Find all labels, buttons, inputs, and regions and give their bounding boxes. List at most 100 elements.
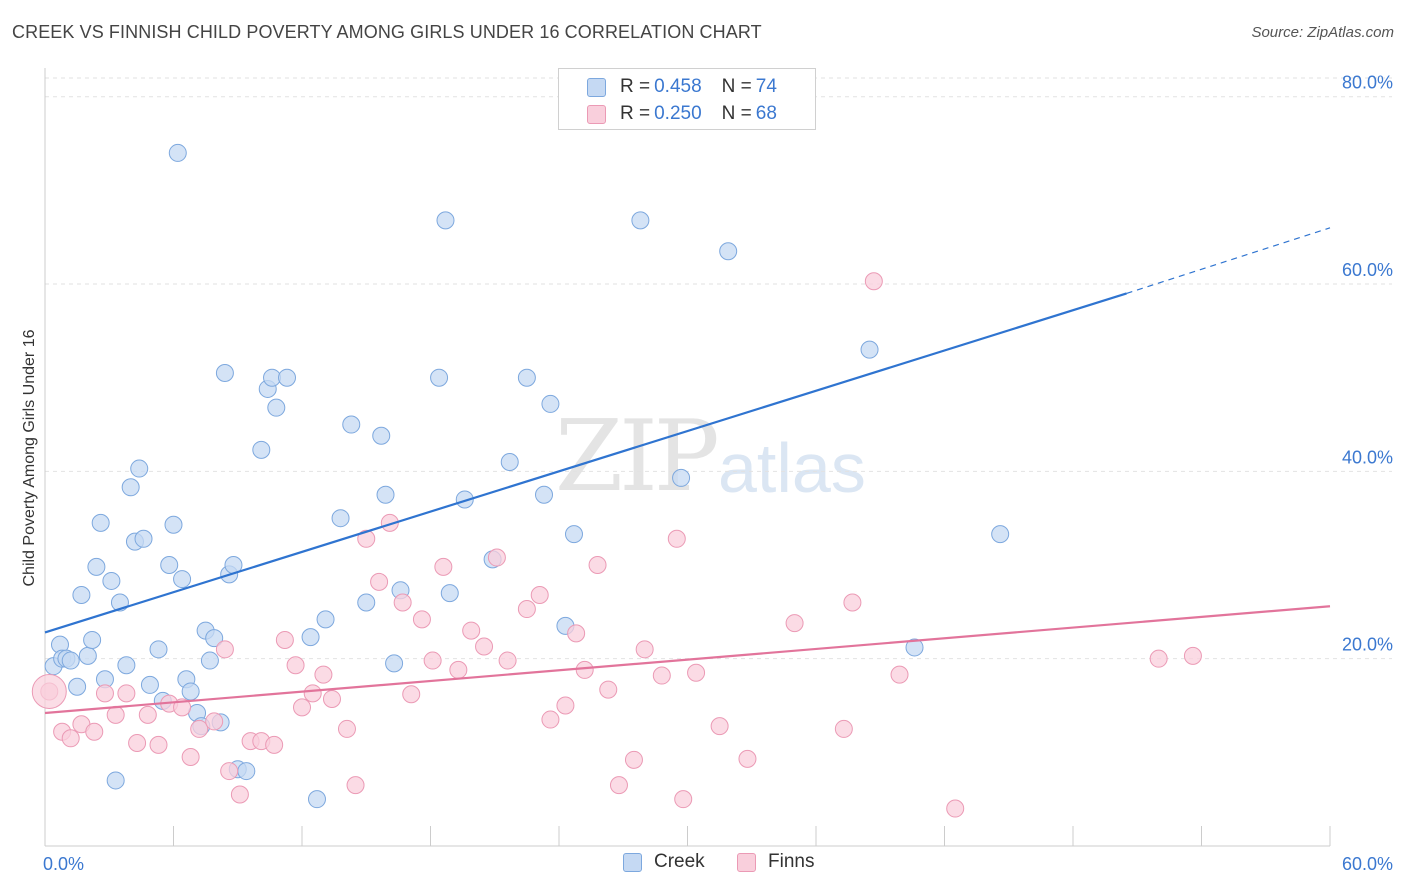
finns-point: [173, 698, 192, 717]
finns-point: [402, 685, 421, 704]
finns-point: [149, 735, 168, 754]
creek-point: [500, 453, 519, 471]
finns-point: [475, 637, 494, 656]
finns-swatch: [587, 104, 606, 124]
creek-point: [130, 459, 149, 478]
finns-point: [609, 776, 628, 795]
creek-r-value: 0.458: [654, 76, 702, 97]
finns-point: [106, 705, 125, 724]
legend-finns-label: Finns: [768, 851, 815, 872]
finns-point: [843, 593, 862, 612]
finns-point: [357, 529, 376, 548]
y-tick-label: 20.0%: [1342, 635, 1393, 655]
finns-r-value: 0.250: [654, 103, 702, 124]
creek-point: [331, 509, 350, 528]
creek-point: [87, 557, 106, 576]
finns-point: [834, 719, 853, 738]
finns-point: [785, 614, 804, 633]
creek-point: [181, 682, 200, 701]
creek-point: [357, 593, 376, 612]
finns-point: [864, 272, 883, 291]
creek-point: [91, 513, 110, 532]
source-label: Source: ZipAtlas.com: [1251, 24, 1394, 41]
creek-point: [68, 677, 87, 696]
y-tick-label: 40.0%: [1342, 447, 1393, 467]
creek-point: [61, 651, 80, 670]
creek-point: [263, 368, 282, 387]
creek-point: [160, 556, 179, 575]
finns-point: [293, 698, 311, 717]
finns-point: [946, 799, 965, 818]
x-tick-label: 0.0%: [43, 854, 84, 874]
finns-point: [462, 621, 481, 640]
creek-point: [631, 211, 650, 230]
creek-point: [215, 364, 234, 383]
creek-point: [168, 143, 187, 162]
creek-point: [719, 242, 738, 261]
finns-trend-line: [44, 605, 1331, 715]
finns-point: [337, 719, 356, 738]
finns-point: [393, 593, 412, 612]
creek-point: [517, 368, 536, 387]
finns-point: [667, 529, 686, 548]
creek-point: [72, 585, 91, 604]
stats-legend-box: R = 0.458 N = 74 R = 0.250 N = 68: [558, 68, 816, 130]
finns-point: [128, 733, 147, 752]
creek-point: [385, 654, 404, 673]
finns-point: [624, 750, 643, 769]
finns-point: [517, 600, 536, 619]
creek-point: [200, 651, 219, 670]
creek-point: [278, 368, 297, 387]
finns-point: [303, 684, 322, 703]
finns-point: [117, 684, 136, 703]
legend-finns-swatch: [737, 852, 756, 872]
creek-point: [252, 440, 271, 459]
finns-point: [265, 735, 284, 754]
finns-point: [275, 630, 294, 649]
finns-point: [370, 572, 389, 591]
finns-point: [322, 689, 341, 708]
chart-title: CREEK VS FINNISH CHILD POVERTY AMONG GIR…: [12, 22, 762, 42]
finns-point: [230, 785, 249, 804]
creek-point: [440, 584, 459, 603]
creek-point: [564, 525, 583, 544]
creek-n-label: N =: [721, 76, 752, 97]
finns-point: [314, 665, 333, 684]
creek-point: [134, 529, 153, 548]
y-tick-label: 80.0%: [1342, 73, 1393, 93]
finns-point: [190, 719, 209, 738]
creek-point: [860, 340, 879, 359]
legend-item-creek[interactable]: Creek: [623, 851, 705, 873]
creek-trend-extension: [1126, 227, 1331, 294]
finns-point: [215, 640, 234, 659]
creek-n-value: 74: [755, 76, 777, 97]
watermark-zip: ZIP: [555, 400, 720, 514]
creek-point: [149, 640, 168, 659]
creek-swatch: [587, 77, 606, 97]
finns-point: [85, 722, 104, 741]
legend-creek-swatch: [623, 852, 642, 872]
finns-point: [599, 680, 618, 699]
creek-point: [140, 675, 159, 694]
y-tick-label: 60.0%: [1342, 260, 1393, 280]
creek-point: [307, 790, 326, 809]
creek-point: [301, 628, 320, 647]
watermark-atlas: atlas: [718, 429, 866, 507]
finns-point: [380, 513, 399, 532]
creek-point: [905, 638, 924, 657]
creek-point: [455, 490, 474, 509]
creek-r-label: R =: [620, 76, 651, 97]
finns-point: [556, 696, 575, 715]
legend-item-finns[interactable]: Finns: [737, 851, 814, 873]
creek-point: [106, 771, 125, 790]
creek-point: [672, 468, 691, 487]
finns-point: [567, 624, 586, 643]
finns-point: [434, 557, 453, 576]
finns-point: [498, 651, 517, 670]
creek-point: [78, 646, 97, 665]
creek-point: [267, 398, 286, 417]
creek-point: [535, 485, 554, 504]
finns-point: [541, 710, 560, 729]
finns-point: [31, 673, 67, 709]
